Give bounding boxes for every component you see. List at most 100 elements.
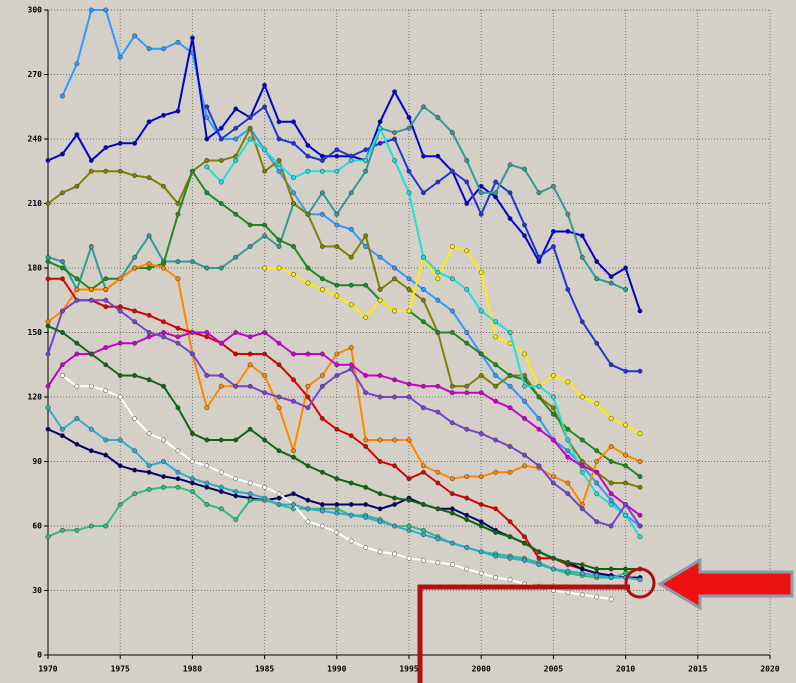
point xyxy=(233,489,239,495)
point xyxy=(88,244,94,249)
point xyxy=(435,153,441,159)
point xyxy=(637,459,643,464)
x-tick-label: 1980 xyxy=(183,665,202,674)
point xyxy=(406,555,412,561)
point xyxy=(348,302,354,307)
point xyxy=(233,106,239,112)
point xyxy=(435,115,441,120)
point xyxy=(45,276,51,282)
plot-area: 0 30 60 90 120 150 180 210 240 270 300 1970 1975 1980… xyxy=(28,6,780,674)
point xyxy=(218,136,224,142)
point xyxy=(565,287,571,292)
point xyxy=(319,168,325,174)
point xyxy=(536,416,542,421)
point xyxy=(305,280,311,286)
point xyxy=(161,112,166,118)
point xyxy=(334,502,340,507)
point xyxy=(435,536,441,542)
point xyxy=(146,119,152,125)
point xyxy=(507,216,513,222)
point xyxy=(420,104,426,110)
point xyxy=(103,523,109,529)
point xyxy=(550,411,556,417)
point xyxy=(319,211,325,217)
point xyxy=(218,125,224,131)
point xyxy=(291,272,296,277)
point xyxy=(88,297,94,303)
point xyxy=(88,523,94,529)
point xyxy=(247,136,253,142)
point xyxy=(377,459,383,464)
point xyxy=(493,362,499,368)
point xyxy=(175,325,181,331)
point xyxy=(117,304,123,310)
x-tick-label: 1995 xyxy=(399,665,418,674)
point xyxy=(420,153,426,159)
point xyxy=(449,420,455,426)
point xyxy=(247,244,253,249)
point xyxy=(334,510,340,516)
point xyxy=(204,334,210,340)
point xyxy=(262,265,268,271)
point xyxy=(146,330,152,335)
point xyxy=(522,540,527,546)
y-tick-label: 180 xyxy=(28,264,43,273)
point xyxy=(406,115,412,120)
point xyxy=(88,351,94,357)
point xyxy=(392,394,398,400)
series-line xyxy=(47,325,641,570)
point xyxy=(334,373,340,378)
point xyxy=(204,104,210,110)
point xyxy=(392,502,398,507)
point xyxy=(146,487,152,492)
point xyxy=(406,190,412,196)
point xyxy=(348,158,354,163)
point xyxy=(74,416,80,421)
point xyxy=(623,566,629,572)
point xyxy=(262,495,268,501)
point xyxy=(59,426,65,432)
point xyxy=(363,444,369,449)
point xyxy=(363,158,369,163)
point xyxy=(608,416,614,421)
point xyxy=(594,448,600,454)
point xyxy=(204,158,210,163)
highlight-circle xyxy=(624,567,656,599)
point xyxy=(507,519,513,525)
point xyxy=(493,373,499,378)
point xyxy=(363,484,369,490)
series-line xyxy=(47,407,641,581)
point xyxy=(637,308,643,314)
point xyxy=(536,562,542,568)
point xyxy=(247,480,253,486)
point xyxy=(334,476,340,482)
point xyxy=(262,168,268,174)
point xyxy=(161,383,166,389)
point xyxy=(276,162,282,168)
point xyxy=(319,153,325,159)
point xyxy=(291,244,296,249)
point xyxy=(478,431,484,436)
point xyxy=(377,519,383,525)
point xyxy=(464,426,470,432)
point xyxy=(406,381,412,387)
point xyxy=(435,383,441,389)
point xyxy=(291,448,296,454)
arrow xyxy=(657,557,794,611)
point xyxy=(233,437,239,443)
point xyxy=(493,553,499,559)
point xyxy=(88,448,94,454)
point xyxy=(464,201,470,206)
point xyxy=(377,506,383,512)
point xyxy=(276,491,282,497)
point xyxy=(392,136,398,142)
series-line xyxy=(47,486,641,579)
point xyxy=(305,394,311,400)
point xyxy=(218,383,224,389)
point xyxy=(262,484,268,490)
point xyxy=(363,168,369,174)
point xyxy=(536,259,542,264)
point xyxy=(45,426,51,432)
point xyxy=(117,340,123,346)
point xyxy=(507,330,513,335)
